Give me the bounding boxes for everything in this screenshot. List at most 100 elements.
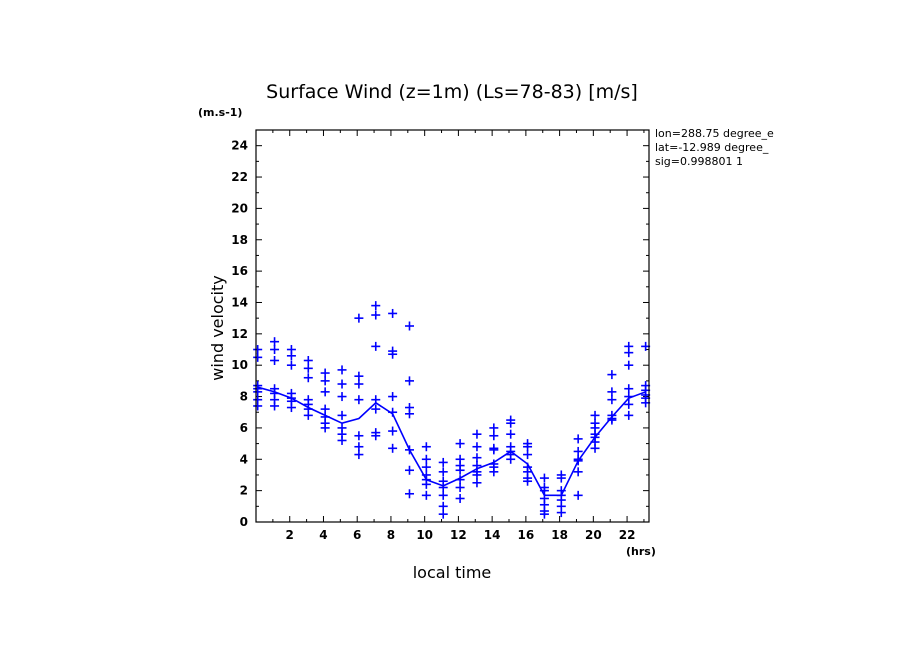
- data-point: [303, 410, 313, 420]
- data-point: [438, 457, 448, 467]
- x-tick-label: 10: [416, 528, 433, 542]
- data-point: [523, 450, 533, 460]
- data-point: [573, 490, 583, 500]
- data-point: [253, 401, 263, 411]
- y-tick-label: 12: [231, 327, 248, 341]
- y-tick-label: 0: [240, 515, 248, 529]
- x-tick-label: 16: [518, 528, 535, 542]
- data-point: [607, 387, 617, 397]
- data-point: [253, 345, 263, 355]
- y-tick-label: 2: [240, 484, 248, 498]
- data-point: [404, 321, 414, 331]
- data-point: [253, 387, 263, 397]
- data-point: [523, 476, 533, 486]
- data-point: [371, 310, 381, 320]
- x-tick-label: 20: [585, 528, 602, 542]
- y-tick-label: 16: [231, 264, 248, 278]
- data-point: [404, 376, 414, 386]
- x-tick-label: 8: [387, 528, 395, 542]
- chart-title: Surface Wind (z=1m) (Ls=78-83) [m/s]: [266, 81, 638, 103]
- data-point: [573, 446, 583, 456]
- x-tick-label: 4: [319, 528, 327, 542]
- data-point: [388, 392, 398, 402]
- data-point: [388, 443, 398, 453]
- data-point: [472, 453, 482, 463]
- data-point: [438, 490, 448, 500]
- data-point: [624, 348, 634, 358]
- data-point: [320, 387, 330, 397]
- y-tick-label: 4: [240, 452, 248, 466]
- data-point: [388, 426, 398, 436]
- y-tick-label: 24: [231, 139, 248, 153]
- data-point: [506, 418, 516, 428]
- data-point: [489, 467, 499, 477]
- data-point: [337, 365, 347, 375]
- data-point: [371, 404, 381, 414]
- data-point: [489, 445, 499, 455]
- y-axis-label: wind velocity: [208, 275, 227, 380]
- info-clip: [779, 125, 904, 175]
- plot-marks: [253, 301, 651, 519]
- data-point: [421, 442, 431, 452]
- data-point: [607, 370, 617, 380]
- data-point: [303, 355, 313, 365]
- data-point: [371, 341, 381, 351]
- y-tick-label: 14: [231, 295, 248, 309]
- data-point: [253, 352, 263, 362]
- data-point: [506, 429, 516, 439]
- data-point: [286, 403, 296, 413]
- data-point: [320, 404, 330, 414]
- data-point: [270, 355, 280, 365]
- mean-line: [257, 386, 646, 497]
- data-point: [472, 478, 482, 488]
- data-point: [421, 454, 431, 464]
- x-unit-label: (hrs): [626, 545, 656, 558]
- data-point: [455, 439, 465, 449]
- data-point: [472, 442, 482, 452]
- y-unit-label: (m.s-1): [198, 106, 242, 119]
- data-point: [371, 431, 381, 441]
- data-point: [624, 384, 634, 394]
- data-point: [421, 462, 431, 472]
- data-point: [320, 376, 330, 386]
- x-tick-label: 12: [450, 528, 467, 542]
- data-point: [337, 392, 347, 402]
- x-tick-label: 14: [484, 528, 501, 542]
- data-point: [388, 349, 398, 359]
- data-point: [624, 410, 634, 420]
- data-point: [539, 473, 549, 483]
- data-point: [590, 443, 600, 453]
- data-point: [320, 368, 330, 378]
- data-point: [354, 371, 364, 381]
- data-point: [303, 363, 313, 373]
- data-point: [472, 470, 482, 480]
- data-point: [590, 410, 600, 420]
- info-lat: lat=-12.989 degree_: [655, 141, 769, 154]
- data-point: [489, 423, 499, 433]
- data-point: [556, 508, 566, 518]
- data-point: [421, 490, 431, 500]
- data-point: [455, 483, 465, 493]
- data-point: [354, 379, 364, 389]
- y-tick-label: 18: [231, 233, 248, 247]
- info-lon: lon=288.75 degree_e: [655, 127, 774, 140]
- data-point: [337, 410, 347, 420]
- data-point: [421, 479, 431, 489]
- x-tick-label: 2: [286, 528, 294, 542]
- data-point: [438, 501, 448, 511]
- data-point: [573, 467, 583, 477]
- data-point: [354, 313, 364, 323]
- data-point: [455, 493, 465, 503]
- data-point: [523, 442, 533, 452]
- data-point: [438, 509, 448, 519]
- data-point: [286, 360, 296, 370]
- data-point: [270, 337, 280, 347]
- data-point: [337, 379, 347, 389]
- data-point: [354, 431, 364, 441]
- y-tick-label: 20: [231, 201, 248, 215]
- data-point: [371, 301, 381, 311]
- data-point: [506, 454, 516, 464]
- data-point: [455, 465, 465, 475]
